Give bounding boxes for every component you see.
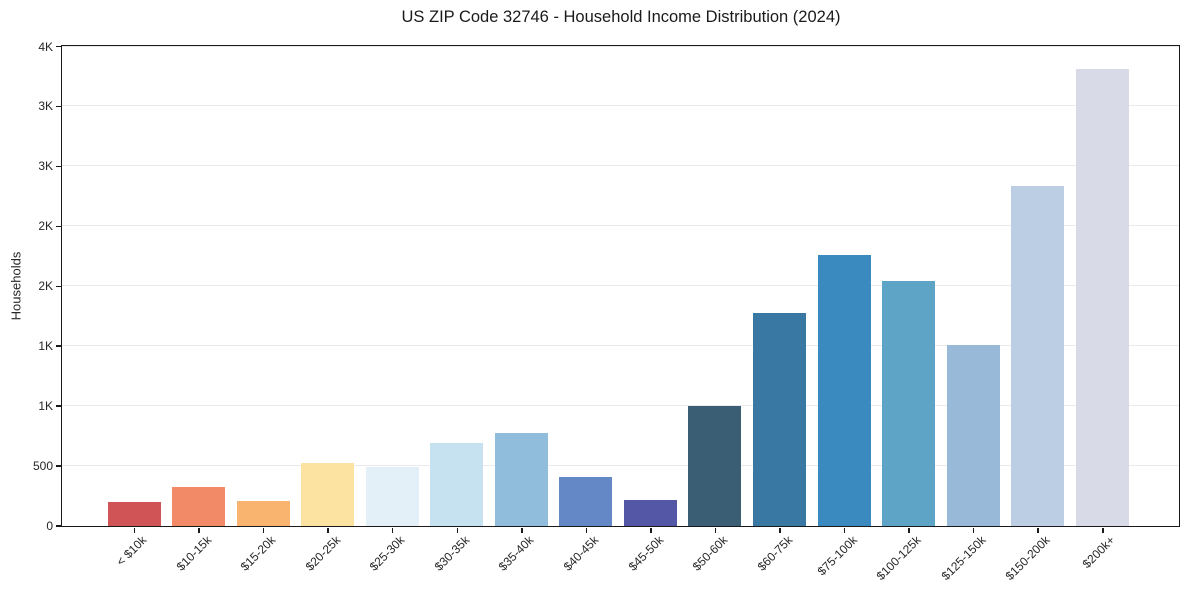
y-tick-mark (56, 405, 61, 407)
bar-< $10k (107, 502, 161, 526)
y-tick-label: 2K (38, 219, 53, 234)
y-tick-mark (56, 465, 61, 467)
bar-$150-200k (1011, 186, 1065, 526)
x-tick-label: $60-75k (754, 533, 795, 574)
bar-$10-15k (172, 486, 226, 526)
x-tick-label: $100-125k (874, 533, 925, 584)
bar-$125-150k (946, 344, 1000, 526)
bar-$35-40k (494, 433, 548, 526)
x-tick-label: $20-25k (302, 533, 344, 574)
bar-$25-30k (365, 466, 419, 526)
x-tick-label: $30-35k (431, 533, 473, 574)
x-tick-mark (262, 528, 265, 533)
gridline (62, 465, 1179, 467)
x-tick-label: $35-40k (496, 533, 537, 574)
y-tick-mark (56, 45, 61, 48)
x-tick-mark (779, 528, 781, 533)
y-tick-mark (56, 165, 61, 168)
x-tick-label: $25-30k (367, 533, 408, 574)
x-tick-label: $15-20k (237, 533, 279, 574)
y-tick-label: 2K (38, 279, 53, 294)
gridline (62, 45, 1179, 47)
gridline (62, 345, 1179, 347)
x-tick-mark (650, 528, 652, 533)
x-tick-mark (521, 528, 523, 533)
chart-title: US ZIP Code 32746 - Household Income Dis… (401, 8, 841, 26)
x-tick-mark (908, 528, 910, 533)
y-tick-label: 0 (46, 519, 53, 533)
bar-$200k+ (1075, 68, 1129, 526)
x-tick-label: $150-200k (1003, 533, 1054, 584)
x-tick-mark (198, 528, 200, 533)
bar-$45-50k (623, 499, 677, 526)
bar-$20-25k (301, 463, 355, 526)
x-tick-mark (456, 528, 458, 533)
x-tick-mark (1102, 528, 1104, 533)
y-tick-label: 500 (32, 459, 53, 474)
x-tick-label: $50-60k (689, 533, 731, 574)
x-tick-mark (843, 528, 846, 533)
x-tick-label: $75-100k (814, 533, 860, 579)
bar-$75-100k (817, 255, 871, 526)
y-tick-mark (56, 225, 61, 228)
y-tick-label: 3K (38, 159, 53, 174)
x-tick-mark (1037, 528, 1039, 533)
y-tick-mark (56, 525, 61, 527)
y-tick-label: 3K (38, 99, 53, 114)
gridline (62, 225, 1179, 227)
x-tick-mark (585, 528, 588, 533)
bar-$50-60k (688, 406, 742, 526)
x-tick-label: $125-150k (938, 533, 989, 584)
x-tick-mark (327, 528, 329, 533)
x-tick-mark (714, 528, 717, 533)
bar-$30-35k (430, 443, 484, 526)
gridline (62, 405, 1179, 407)
x-tick-label: $10-15k (173, 533, 214, 574)
gridline (62, 285, 1179, 287)
x-tick-mark (391, 528, 394, 533)
bar-$15-20k (236, 500, 290, 526)
x-tick-mark (972, 528, 975, 533)
x-tick-label: $200k+ (1079, 533, 1118, 571)
y-tick-label: 1K (38, 399, 53, 414)
plot-area (61, 45, 1180, 527)
y-tick-mark (56, 105, 61, 108)
bar-$40-45k (559, 476, 613, 526)
gridline (62, 105, 1179, 107)
y-tick-label: 4K (38, 39, 53, 54)
gridline (62, 165, 1179, 167)
bar-$100-125k (882, 280, 936, 526)
bar-$60-75k (753, 312, 806, 526)
y-tick-mark (56, 285, 61, 287)
x-tick-label: < $10k (113, 533, 150, 569)
x-tick-label: $40-45k (560, 533, 602, 574)
x-tick-mark (133, 528, 136, 533)
y-tick-label: 1K (38, 339, 53, 354)
y-tick-mark (56, 345, 61, 347)
x-tick-label: $45-50k (625, 533, 666, 574)
